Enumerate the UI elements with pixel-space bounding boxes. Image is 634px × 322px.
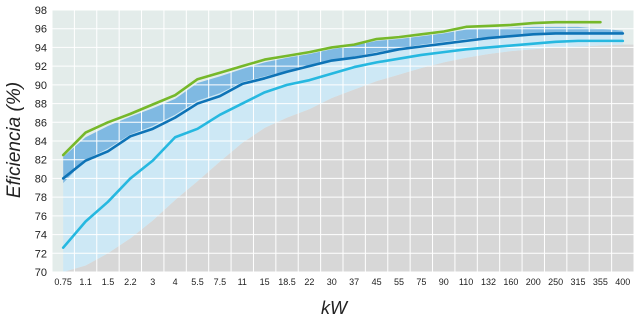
x-tick-label: 30 [327, 277, 337, 287]
y-tick-label: 94 [35, 42, 47, 54]
x-axis-label: kW [321, 298, 349, 318]
series-line-3 [61, 39, 625, 249]
x-tick-label: 45 [372, 277, 382, 287]
y-tick-label: 70 [35, 267, 47, 279]
y-tick-label: 98 [35, 5, 47, 17]
x-tick-label: 315 [571, 277, 586, 287]
x-tick-label: 4 [173, 277, 178, 287]
y-tick-label: 84 [35, 136, 47, 148]
y-tick-label: 80 [35, 173, 47, 185]
x-tick-label: 75 [416, 277, 426, 287]
x-tick-label: 18.5 [278, 277, 296, 287]
series-line-1 [61, 20, 602, 157]
x-tick-label: 355 [593, 277, 608, 287]
x-tick-label: 1.1 [79, 277, 92, 287]
y-axis-label: Eficiencia (%) [4, 82, 25, 198]
x-tick-label: 37 [349, 277, 359, 287]
y-tick-label: 88 [35, 99, 47, 111]
x-tick-label: 90 [439, 277, 449, 287]
x-tick-label: 110 [459, 277, 473, 287]
x-tick-label: 132 [481, 277, 496, 287]
x-tick-label: 0.75 [54, 277, 72, 287]
x-tick-label: 250 [548, 277, 563, 287]
y-axis-ticks: 70 72 74 76 78 80 82 84 86 88 90 92 94 96 98 [35, 5, 47, 279]
x-tick-label: 11 [238, 277, 247, 287]
x-tick-label: 22 [304, 277, 314, 287]
x-tick-label: 3 [150, 277, 155, 287]
y-tick-label: 90 [35, 80, 47, 92]
series-line-2 [61, 32, 625, 180]
y-tick-label: 72 [35, 248, 47, 260]
x-tick-label: 200 [526, 277, 541, 287]
x-tick-label: 7.5 [214, 277, 227, 287]
y-tick-label: 96 [35, 24, 47, 36]
y-tick-label: 92 [35, 61, 47, 73]
x-tick-label: 15 [260, 277, 270, 287]
y-tick-label: 86 [35, 117, 47, 129]
y-tick-label: 78 [35, 192, 47, 204]
x-tick-label: 55 [394, 277, 404, 287]
x-axis-ticks: 0.75 1.1 1.5 2.2 3 4 5.5 7.5 11 15 18.5 22 30 37 45 55 7… [54, 277, 630, 287]
x-tick-label: 160 [503, 277, 518, 287]
x-tick-label: 2.2 [124, 277, 137, 287]
series-lines [61, 20, 625, 249]
x-tick-label: 1.5 [102, 277, 115, 287]
y-tick-label: 76 [35, 211, 47, 223]
y-tick-label: 74 [35, 230, 47, 242]
x-tick-label: 400 [615, 277, 630, 287]
y-tick-label: 82 [35, 155, 47, 167]
x-tick-label: 5.5 [191, 277, 204, 287]
